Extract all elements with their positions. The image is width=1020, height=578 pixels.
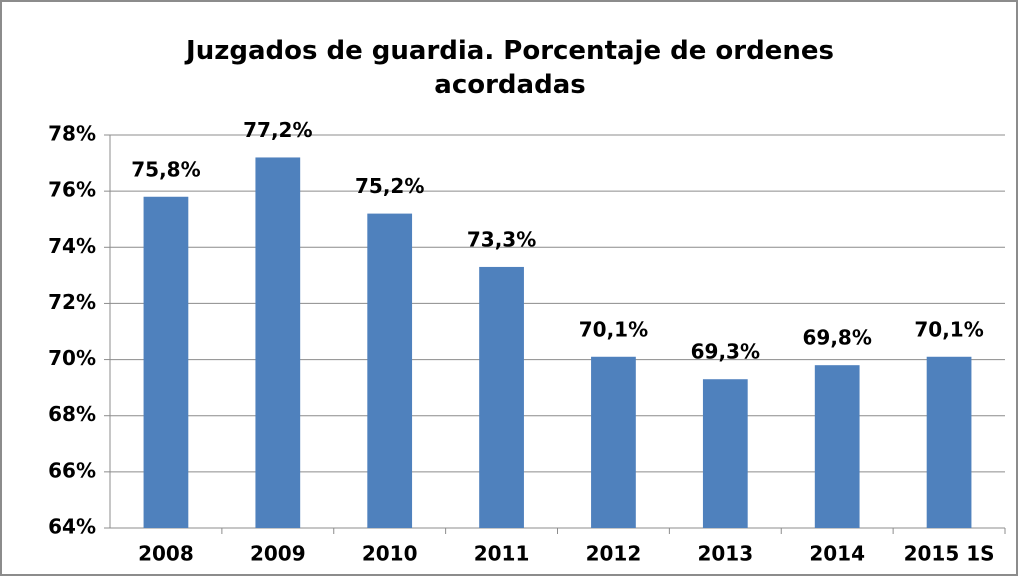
bar	[255, 157, 301, 528]
x-tick-label: 2010	[362, 542, 418, 566]
value-label: 70,1%	[579, 317, 648, 341]
value-label: 75,2%	[355, 174, 424, 198]
value-label: 73,3%	[467, 227, 536, 251]
x-tick-label: 2009	[250, 542, 306, 566]
y-tick-label: 68%	[48, 402, 96, 426]
bar	[479, 266, 524, 528]
y-tick-label: 78%	[48, 122, 96, 146]
y-tick-label: 70%	[48, 346, 96, 370]
y-tick-label: 64%	[48, 515, 96, 539]
bar	[926, 356, 972, 528]
x-tick-label: 2015 1S	[904, 542, 995, 566]
x-tick-label: 2011	[474, 542, 530, 566]
value-label: 69,8%	[802, 326, 871, 350]
bar	[367, 213, 413, 528]
y-tick-label: 72%	[48, 290, 96, 314]
value-label: 77,2%	[243, 118, 312, 142]
bar	[702, 379, 748, 528]
y-tick-label: 76%	[48, 178, 96, 202]
y-tick-label: 74%	[48, 234, 96, 258]
bar	[591, 356, 636, 528]
value-label: 70,1%	[914, 317, 983, 341]
bar	[143, 196, 189, 528]
value-label: 69,3%	[691, 340, 760, 364]
x-tick-label: 2008	[138, 542, 194, 566]
chart-title: Juzgados de guardia. Porcentaje de orden…	[186, 36, 834, 100]
x-tick-label: 2013	[697, 542, 753, 566]
x-tick-label: 2014	[809, 542, 865, 566]
x-tick-label: 2012	[586, 542, 642, 566]
value-label: 75,8%	[131, 157, 200, 181]
y-tick-label: 66%	[48, 458, 96, 482]
bar	[814, 365, 860, 528]
